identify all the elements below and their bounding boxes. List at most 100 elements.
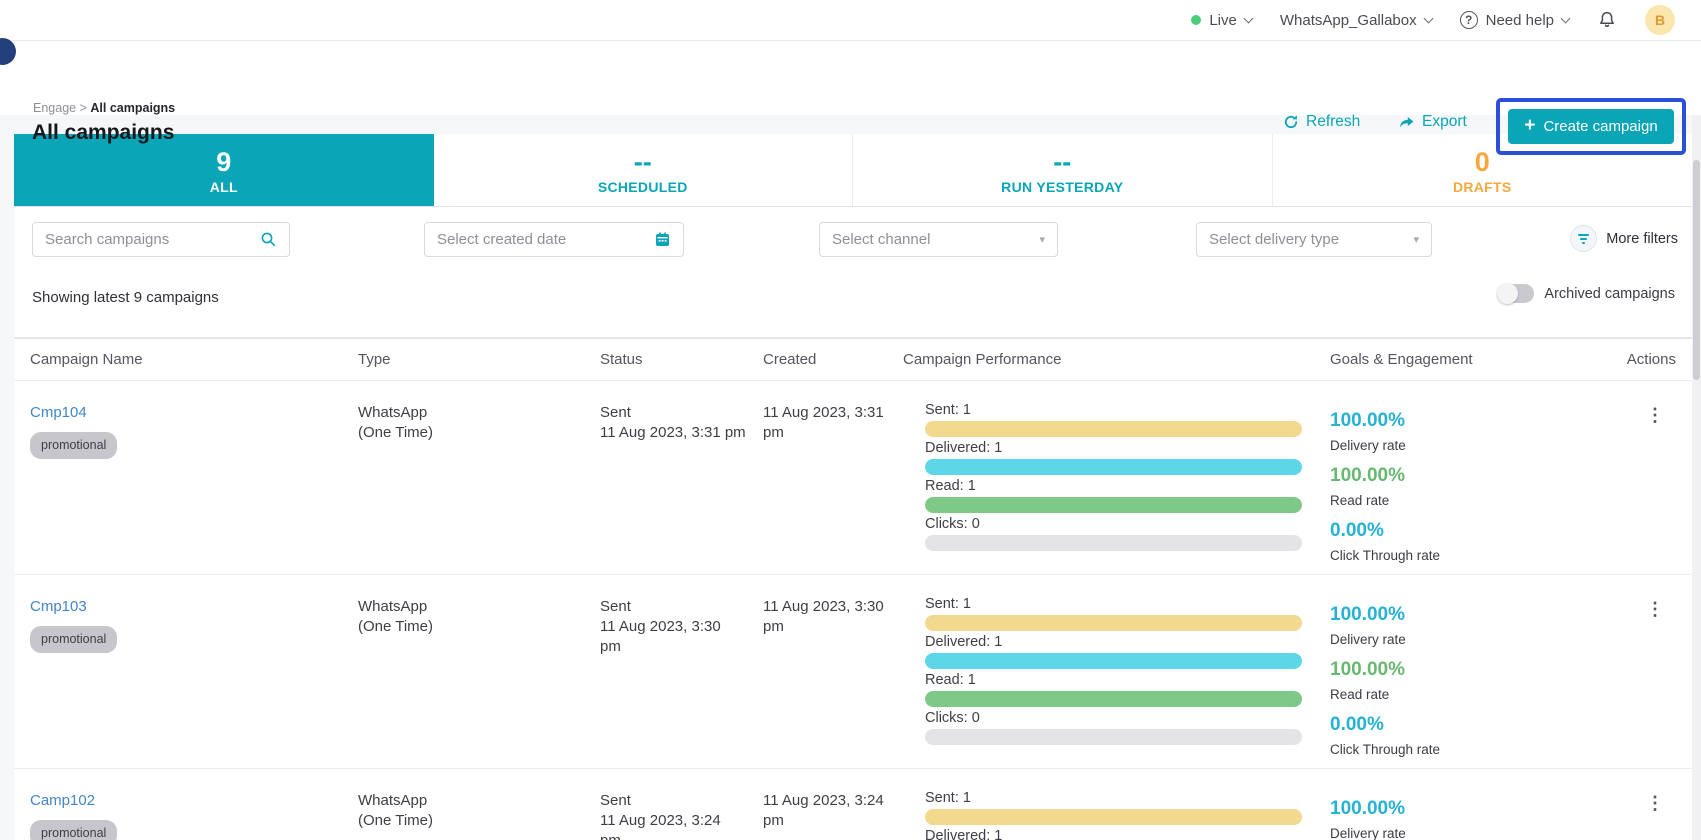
column-header-type: Type xyxy=(358,351,600,368)
text-line: Sent xyxy=(600,403,763,423)
breadcrumb-separator: > xyxy=(80,101,87,115)
scrollbar-thumb[interactable] xyxy=(1693,160,1700,380)
metric-bar-track xyxy=(925,653,1302,669)
tab-drafts[interactable]: 0 DRAFTS xyxy=(1273,134,1693,206)
metric-bar-fill xyxy=(925,497,1302,513)
vertical-scrollbar[interactable] xyxy=(1692,115,1701,840)
archived-campaigns-label: Archived campaigns xyxy=(1544,286,1675,302)
delivery-type-select[interactable]: Select delivery type ▾ xyxy=(1196,222,1432,257)
archived-campaigns-toggle[interactable] xyxy=(1497,284,1534,303)
table-row: Cmp103promotionalWhatsApp(One Time)Sent1… xyxy=(14,574,1692,768)
goal-value: 0.00% xyxy=(1330,713,1616,737)
goal-label: Read rate xyxy=(1330,492,1616,509)
breadcrumb-page: All campaigns xyxy=(90,101,175,115)
goal-stat: 0.00%Click Through rate xyxy=(1330,519,1616,564)
metric-label: Delivered: 1 xyxy=(925,829,1330,840)
metric-bar-track xyxy=(925,809,1302,825)
cell-campaign-name: Cmp103promotional xyxy=(30,575,358,768)
goal-value: 100.00% xyxy=(1330,603,1616,627)
cell-goals-engagement: 100.00%Delivery rate100.00%Read rate0.00… xyxy=(1330,769,1616,840)
refresh-button[interactable]: Refresh xyxy=(1283,113,1360,131)
cell-status: Sent11 Aug 2023, 3:24pm xyxy=(600,769,763,840)
channel-select[interactable]: Select channel ▾ xyxy=(819,222,1058,257)
text-line: WhatsApp xyxy=(358,597,600,617)
tab-label: SCHEDULED xyxy=(434,179,853,195)
goal-label: Delivery rate xyxy=(1330,825,1616,840)
cell-actions: ⋮ xyxy=(1616,575,1676,768)
campaign-name-link[interactable]: Camp102 xyxy=(30,792,95,809)
text-line: 11 Aug 2023, 3:24 xyxy=(600,811,763,831)
breadcrumb-section[interactable]: Engage xyxy=(33,101,76,115)
metric-bar-track xyxy=(925,421,1302,437)
campaign-tag-badge: promotional xyxy=(30,432,117,459)
text-line: (One Time) xyxy=(358,811,600,831)
cell-created: 11 Aug 2023, 3:31 pm xyxy=(763,381,903,574)
export-button[interactable]: Export xyxy=(1398,113,1467,131)
table-row: Camp102 promotionalWhatsApp(One Time)Sent… xyxy=(14,768,1692,840)
filter-row: Select created date Select channel ▾ Sel… xyxy=(14,207,1692,262)
metric-bar-track xyxy=(925,497,1302,513)
cell-campaign-name: Cmp104 promotional xyxy=(30,381,358,574)
avatar[interactable]: B xyxy=(1645,5,1675,35)
tab-run-yesterday[interactable]: -- RUN YESTERDAY xyxy=(853,134,1273,206)
goal-stat: 0.00%Click Through rate xyxy=(1330,713,1616,758)
performance-metric: Delivered: 1 xyxy=(925,441,1330,475)
app-root: Live WhatsApp_Gallabox ? Need help B Eng… xyxy=(0,0,1701,840)
more-filters-button[interactable]: More filters xyxy=(1570,225,1678,252)
row-actions-kebab-icon[interactable]: ⋮ xyxy=(1646,407,1664,423)
tab-label: DRAFTS xyxy=(1273,179,1693,195)
help-menu[interactable]: ? Need help xyxy=(1460,11,1569,29)
search-input[interactable] xyxy=(45,231,260,248)
goal-value: 100.00% xyxy=(1330,464,1616,488)
tab-scheduled[interactable]: --SCHEDULED xyxy=(434,134,854,206)
export-label: Export xyxy=(1422,113,1467,131)
campaign-tag-wrap: promotional xyxy=(30,811,358,840)
tab-count: -- xyxy=(853,147,1272,177)
text-line: (One Time) xyxy=(358,423,600,443)
environment-selector[interactable]: Live xyxy=(1191,12,1252,29)
tab-count: 0 xyxy=(1273,147,1693,177)
metric-bar-track xyxy=(925,615,1302,631)
goal-stat: 100.00%Delivery rate xyxy=(1330,797,1616,840)
metric-bar-fill xyxy=(925,459,1302,475)
created-date-picker[interactable]: Select created date xyxy=(424,222,684,257)
chevron-down-icon xyxy=(1561,13,1571,23)
column-header-created: Created xyxy=(763,351,903,368)
column-header-actions: Actions xyxy=(1616,351,1676,368)
goal-stat: 100.00% Delivery rate xyxy=(1330,603,1616,648)
text-line: pm xyxy=(600,831,763,840)
more-filters-label: More filters xyxy=(1606,231,1678,247)
metric-label: Read: 1 xyxy=(925,479,1330,494)
notifications-bell-icon[interactable] xyxy=(1597,10,1617,30)
workspace-selector[interactable]: WhatsApp_Gallabox xyxy=(1280,12,1432,29)
channel-placeholder: Select channel xyxy=(832,231,1039,248)
search-campaigns-field[interactable] xyxy=(32,222,290,257)
performance-metric: Clicks: 0 xyxy=(925,711,1330,745)
search-icon xyxy=(260,231,277,248)
cell-campaign-name: Camp102 promotional xyxy=(30,769,358,840)
cell-campaign-performance: Sent: 1Delivered: 1Read: 1Clicks: 0 xyxy=(903,575,1330,768)
campaign-name-link[interactable]: Cmp103 xyxy=(30,598,87,615)
metric-bar-fill xyxy=(925,691,1302,707)
filter-funnel-icon xyxy=(1570,225,1597,252)
column-header-campaign-name: Campaign Name xyxy=(30,351,358,368)
text-line: Sent xyxy=(600,791,763,811)
row-actions-kebab-icon[interactable]: ⋮ xyxy=(1646,601,1664,617)
campaign-name-link[interactable]: Cmp104 xyxy=(30,404,87,421)
cell-created: 11 Aug 2023, 3:24pm xyxy=(763,769,903,840)
row-actions-kebab-icon[interactable]: ⋮ xyxy=(1646,795,1664,811)
tab-label: RUN YESTERDAY xyxy=(853,179,1272,195)
goal-value: 100.00% xyxy=(1330,658,1616,682)
text-line: 11 Aug 2023, 3:31 pm xyxy=(600,423,763,443)
text-line: (One Time) xyxy=(358,617,600,637)
topbar: Live WhatsApp_Gallabox ? Need help B xyxy=(0,0,1701,41)
created-date-placeholder: Select created date xyxy=(437,231,654,248)
cell-type: WhatsApp(One Time) xyxy=(358,769,600,840)
text-line: 11 Aug 2023, 3:30 xyxy=(763,597,903,617)
live-label: Live xyxy=(1209,12,1237,29)
cell-goals-engagement: 100.00%Delivery rate100.00%Read rate0.00… xyxy=(1330,575,1616,768)
goal-label: Delivery rate xyxy=(1330,631,1616,648)
goal-stat: 100.00%Delivery rate xyxy=(1330,409,1616,454)
create-campaign-button[interactable]: + Create campaign xyxy=(1508,109,1674,144)
text-line: 11 Aug 2023, 3:31 pm xyxy=(763,403,903,443)
